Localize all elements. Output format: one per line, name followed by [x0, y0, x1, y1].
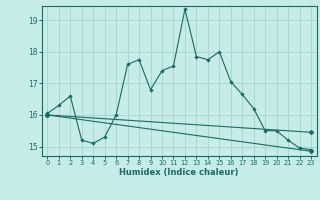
X-axis label: Humidex (Indice chaleur): Humidex (Indice chaleur) — [119, 168, 239, 177]
